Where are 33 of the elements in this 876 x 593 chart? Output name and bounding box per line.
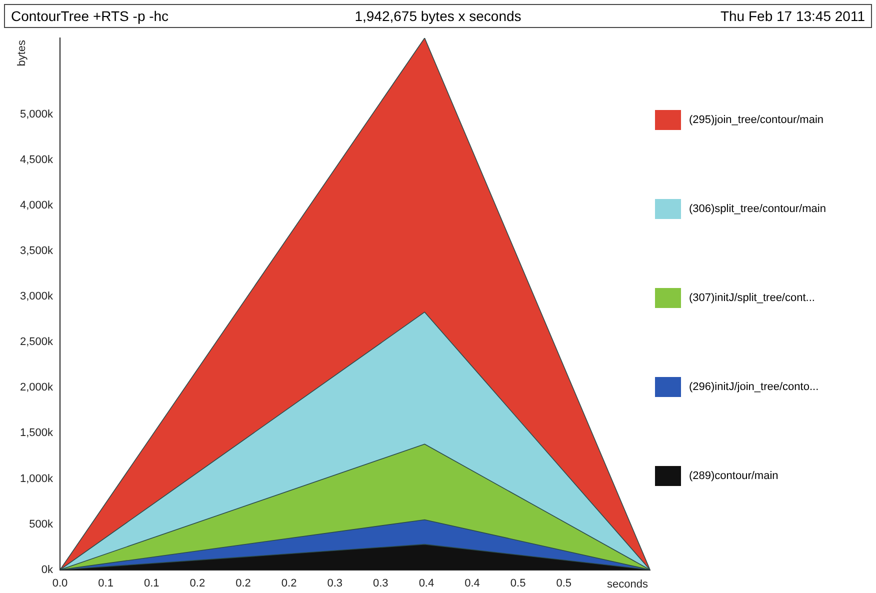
y-tick-label: 3,000k bbox=[20, 290, 54, 303]
y-tick-label: 500k bbox=[29, 518, 54, 530]
x-tick-label: 0.1 bbox=[144, 577, 160, 590]
x-tick-label: 0.0 bbox=[52, 577, 68, 590]
y-tick-label: 5,000k bbox=[20, 108, 54, 121]
chart-title: ContourTree +RTS -p -hc bbox=[11, 8, 169, 24]
y-tick-label: 1,000k bbox=[20, 472, 54, 485]
legend-label: (289)contour/main bbox=[689, 470, 778, 482]
text: Thu Feb 17 13:45 2011 bbox=[720, 8, 865, 24]
y-axis-title: bytes bbox=[16, 40, 28, 66]
y-tick-label: 3,500k bbox=[20, 245, 54, 258]
x-tick-label: 0.4 bbox=[464, 577, 480, 590]
legend-label: (295)join_tree/contour/main bbox=[689, 114, 824, 126]
y-tick-label: 1,500k bbox=[20, 427, 54, 440]
y-tick-label: 4,500k bbox=[20, 154, 54, 166]
x-tick-label: 0.4 bbox=[418, 577, 434, 590]
x-tick-label: 0.2 bbox=[236, 577, 251, 590]
x-tick-label: 0.5 bbox=[556, 577, 572, 590]
y-tick-label: 2,500k bbox=[20, 336, 54, 348]
x-tick-label: 0.2 bbox=[190, 577, 206, 590]
x-tick-label: 0.5 bbox=[510, 577, 526, 590]
y-tick-label: 2,000k bbox=[20, 382, 54, 394]
legend-label: (296)initJ/join_tree/conto... bbox=[689, 381, 819, 393]
x-axis-title: seconds bbox=[607, 578, 648, 591]
x-tick-label: 0.3 bbox=[373, 577, 388, 590]
y-tick-label: 4,000k bbox=[20, 200, 54, 212]
chart-subtitle: 1,942,675 bytes x seconds bbox=[354, 8, 522, 24]
legend-label: (307)initJ/split_tree/cont... bbox=[689, 292, 815, 304]
legend-label: (306)split_tree/contour/main bbox=[689, 203, 826, 215]
x-tick-label: 0.2 bbox=[281, 577, 297, 590]
x-tick-label: 0.1 bbox=[98, 577, 114, 590]
y-tick-label: 0k bbox=[41, 564, 54, 576]
x-tick-label: 0.3 bbox=[327, 577, 342, 590]
